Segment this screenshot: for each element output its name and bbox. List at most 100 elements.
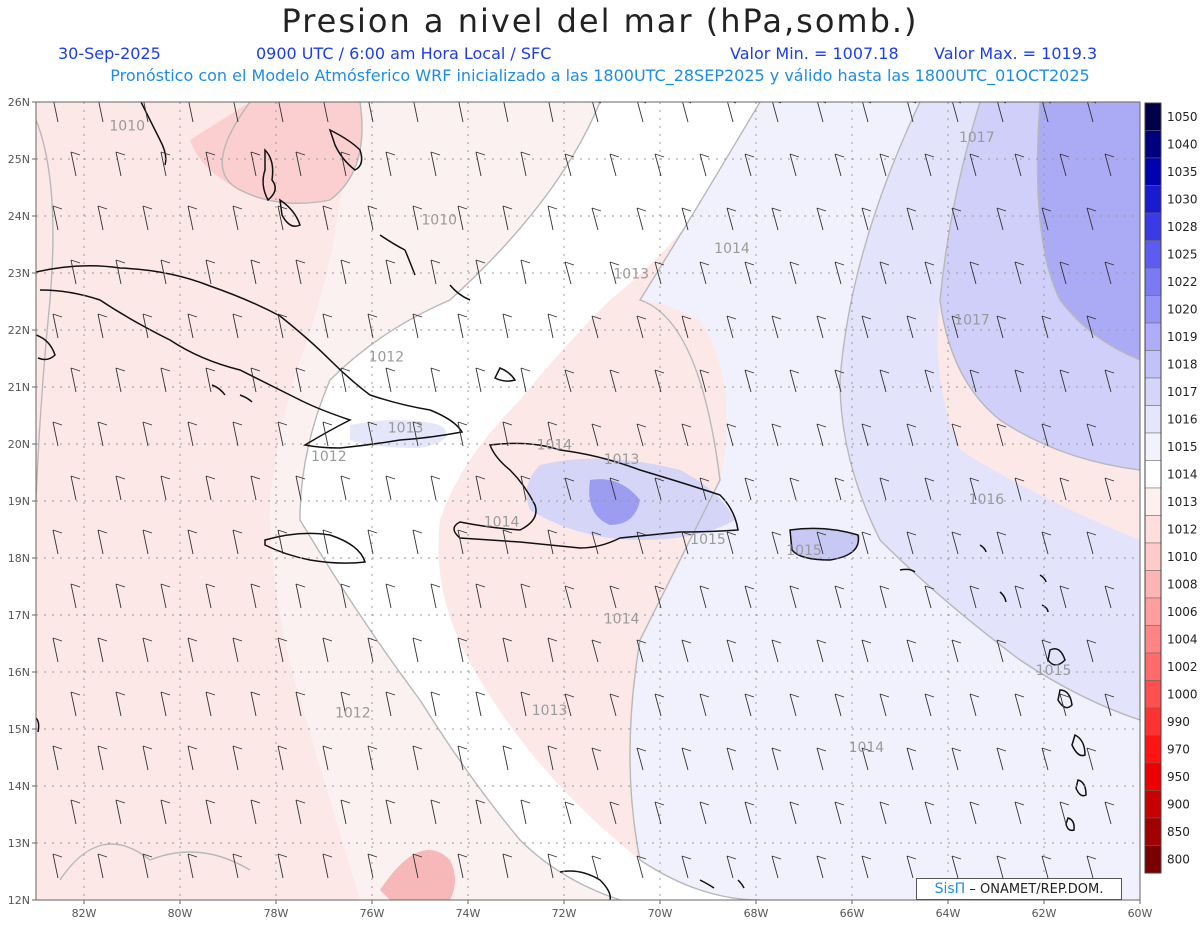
wind-barb xyxy=(322,637,333,663)
wind-barb xyxy=(609,261,620,285)
wind-barb xyxy=(457,637,468,663)
wind-barb xyxy=(744,693,755,717)
lat-label: 26N xyxy=(8,96,30,109)
wind-barb xyxy=(924,477,935,501)
wind-barb xyxy=(502,637,513,663)
wind-barb xyxy=(969,153,980,177)
isobar-label: 1015 xyxy=(786,543,822,559)
wind-barb xyxy=(834,261,845,285)
map-field: 1010 1010 1013 1014 1017 1017 1012 1013 1012 1014… xyxy=(36,102,1140,900)
wind-barb xyxy=(115,691,126,717)
wind-barb xyxy=(295,151,306,177)
wind-barb xyxy=(502,421,513,447)
wind-barb xyxy=(834,585,845,609)
colorbar-label: 1018 xyxy=(1167,357,1198,371)
wind-barb xyxy=(726,423,737,447)
wind-barb xyxy=(654,693,665,717)
pressure-band-1015 xyxy=(840,102,1140,720)
wind-barb xyxy=(834,477,845,501)
wind-barb xyxy=(564,153,575,177)
wind-barb xyxy=(53,102,59,123)
wind-barb xyxy=(699,585,710,609)
wind-barb xyxy=(744,153,755,177)
wind-barb xyxy=(502,853,513,879)
latitude-axis: 26N 25N 24N 23N 22N 21N 20N 19N 18N 17N 16N 15N 14N 1… xyxy=(8,96,36,907)
wind-barb xyxy=(475,475,486,501)
colorbar-label: 1013 xyxy=(1167,495,1198,509)
wind-barb xyxy=(52,745,63,771)
colorbar-swatch xyxy=(1144,432,1162,461)
wind-barb xyxy=(1086,855,1097,879)
isobar-label: 1014 xyxy=(604,612,640,628)
colorbar-label: 1050 xyxy=(1167,110,1198,124)
wind-barb xyxy=(430,799,441,825)
wind-barb xyxy=(295,475,306,501)
wind-barb xyxy=(475,691,486,717)
wind-barb xyxy=(430,583,441,609)
lat-label: 17N xyxy=(8,609,30,622)
wind-barb xyxy=(951,639,962,663)
wind-barb xyxy=(1086,747,1097,771)
wind-barb xyxy=(97,745,108,771)
wind-barb xyxy=(97,529,108,555)
colorbar-swatch xyxy=(1144,542,1162,571)
wind-barb xyxy=(187,853,198,879)
wind-barb xyxy=(636,423,647,447)
wind-barb xyxy=(187,421,198,447)
wind-barb xyxy=(654,153,665,177)
wind-barb xyxy=(744,261,755,285)
isobar-label: 1013 xyxy=(388,421,424,437)
colorbar-label: 1000 xyxy=(1167,687,1198,701)
wind-barb xyxy=(457,853,468,879)
wind-barb xyxy=(367,853,378,879)
wind-barb xyxy=(142,637,153,663)
wind-barb xyxy=(591,207,602,231)
colorbar-swatch xyxy=(1144,460,1162,489)
wind-barb xyxy=(548,102,554,123)
wind-barb xyxy=(160,367,171,393)
wind-barb xyxy=(636,207,647,231)
wind-barb xyxy=(969,585,980,609)
coastlines xyxy=(36,102,1087,900)
map-title: Presion a nivel del mar (hPa,somb.) xyxy=(281,2,919,40)
lat-label: 23N xyxy=(8,267,30,280)
wind-barb xyxy=(340,367,351,393)
wind-barb xyxy=(996,639,1007,663)
wind-barb xyxy=(430,475,441,501)
wind-barb xyxy=(457,745,468,771)
cayman-island xyxy=(211,384,226,396)
wind-barb xyxy=(771,315,782,339)
lat-label: 12N xyxy=(8,894,30,907)
isobar-label: 1017 xyxy=(954,312,990,328)
puerto-rico-coastline xyxy=(789,527,860,561)
wind-barb xyxy=(385,367,396,393)
antilles-island xyxy=(1047,648,1066,666)
colorbar-swatch xyxy=(1144,350,1162,379)
colorbar-label: 1019 xyxy=(1167,330,1198,344)
isobar-label: 1017 xyxy=(959,130,995,146)
wind-barb xyxy=(1059,153,1070,177)
wind-barb xyxy=(142,313,153,339)
wind-barb xyxy=(996,855,1007,879)
lat-label: 22N xyxy=(8,324,30,337)
wind-barb xyxy=(834,369,845,393)
colorbar-label: 1035 xyxy=(1167,165,1198,179)
wind-barb xyxy=(771,855,782,879)
wind-barb xyxy=(771,747,782,771)
wind-barb xyxy=(277,205,288,231)
wind-barb xyxy=(250,367,261,393)
wind-barb xyxy=(385,151,396,177)
wind-barb xyxy=(340,691,351,717)
colorbar-swatch xyxy=(1144,405,1162,434)
virgin-islands xyxy=(899,568,916,573)
wind-barb xyxy=(142,421,153,447)
wind-barb xyxy=(924,693,935,717)
wind-barb xyxy=(681,639,692,663)
wind-barb xyxy=(591,423,602,447)
wind-barb xyxy=(591,639,602,663)
colorbar-label: 1016 xyxy=(1167,412,1198,426)
wind-barb xyxy=(1014,261,1025,285)
wind-barb xyxy=(250,259,261,285)
header-info-line: 30-Sep-2025 0900 UTC / 6:00 am Hora Loca… xyxy=(0,44,1200,66)
wind-barb xyxy=(457,529,468,555)
